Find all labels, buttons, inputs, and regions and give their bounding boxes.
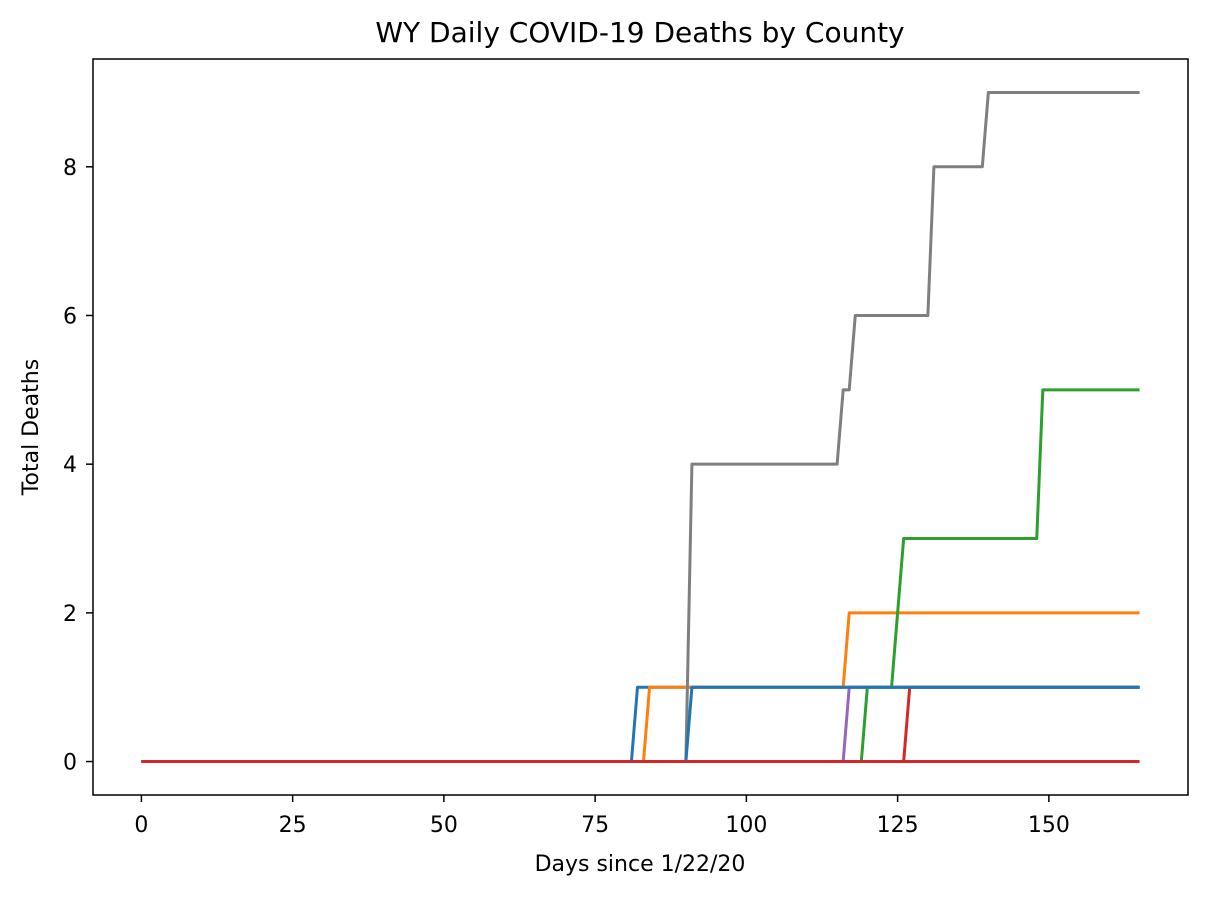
x-tick-label: 150 [1028, 813, 1070, 838]
y-tick-label: 0 [63, 751, 77, 776]
y-tick-label: 6 [63, 304, 77, 329]
chart-title: WY Daily COVID-19 Deaths by County [375, 16, 904, 49]
y-axis-label: Total Deaths [19, 359, 44, 496]
series-line-3 [141, 388, 1140, 764]
y-tick-label: 2 [63, 602, 77, 627]
x-tick-label: 125 [877, 813, 919, 838]
x-tick-label: 25 [279, 813, 307, 838]
x-tick-label: 100 [725, 813, 767, 838]
x-tick-label: 50 [430, 813, 458, 838]
plot-frame [92, 58, 1189, 796]
series-line-6 [141, 90, 1140, 764]
y-tick-label: 4 [63, 453, 77, 478]
y-tick-label: 8 [63, 156, 77, 181]
y-axis-ticks: 0 2 4 6 8 [63, 156, 93, 776]
x-tick-label: 0 [134, 813, 148, 838]
series-layer [141, 90, 1140, 764]
x-axis-label: Days since 1/22/20 [535, 852, 746, 877]
x-tick-label: 75 [581, 813, 609, 838]
x-axis-ticks: 0 25 50 75 100 125 150 [134, 795, 1070, 838]
